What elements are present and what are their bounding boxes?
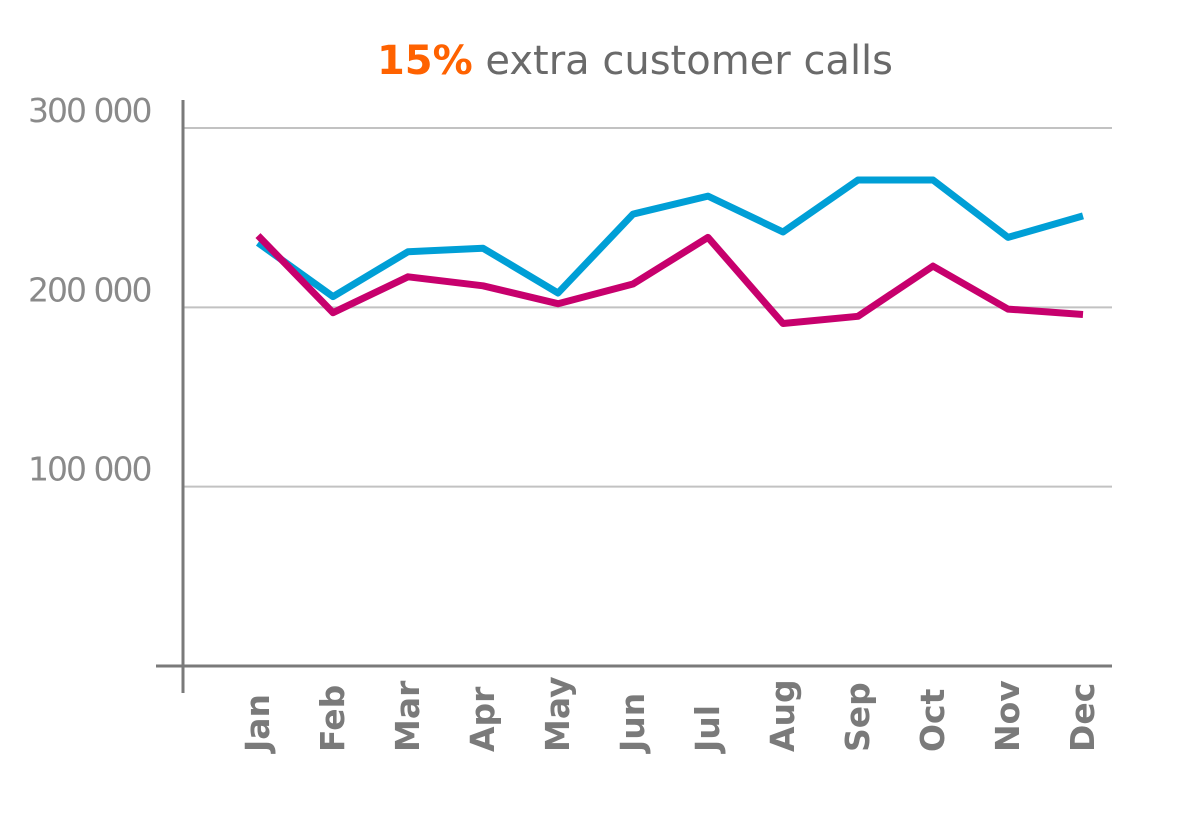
series-line-1 <box>255 233 1084 327</box>
x-tick-label: Sep <box>838 682 877 752</box>
x-tick-label: Jul <box>688 705 727 754</box>
x-tick-label: Apr <box>463 686 502 752</box>
series-line-0 <box>255 176 1084 301</box>
gridlines <box>183 127 1112 488</box>
x-tick-label: Jan <box>238 694 277 754</box>
x-tick-label: Nov <box>988 680 1027 752</box>
chart-title: 15% extra customer calls <box>0 38 1200 84</box>
y-axis-tick-labels: 100 000 200 000 300 000 <box>28 91 152 489</box>
x-tick-label: Jun <box>613 693 652 754</box>
y-tick-label: 300 000 <box>28 91 150 130</box>
axes <box>156 100 1112 693</box>
series-lines <box>255 176 1084 327</box>
x-tick-label: Mar <box>388 680 427 752</box>
chart-title-highlight: 15% <box>376 38 473 84</box>
x-tick-label: Feb <box>313 685 352 752</box>
x-tick-label: May <box>538 676 577 752</box>
x-tick-label: Dec <box>1063 683 1102 752</box>
x-axis-tick-labels: Jan Feb Mar Apr May Jun Jul Aug Sep Oct Nov Dec <box>238 676 1102 754</box>
x-tick-label: Aug <box>763 679 802 752</box>
chart-title-text: extra customer calls <box>472 38 894 84</box>
y-tick-label: 200 000 <box>28 270 150 309</box>
x-tick-label: Oct <box>913 688 952 752</box>
y-tick-label: 100 000 <box>28 450 150 489</box>
